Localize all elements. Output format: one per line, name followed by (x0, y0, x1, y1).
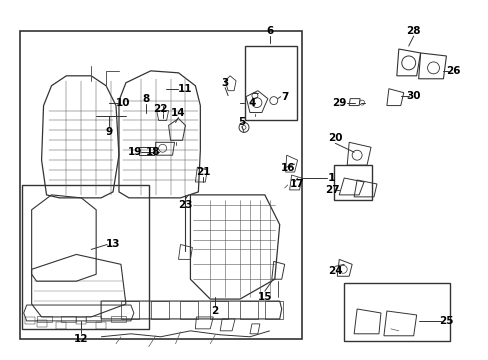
Text: 17: 17 (290, 179, 305, 189)
Text: 15: 15 (257, 292, 271, 302)
Text: 22: 22 (153, 104, 167, 113)
Text: 19: 19 (127, 147, 142, 157)
Bar (21, 185, 148, 329)
Bar (344, 283, 449, 341)
Text: 7: 7 (281, 92, 288, 102)
Text: 21: 21 (196, 167, 210, 177)
Text: 26: 26 (445, 66, 460, 76)
Bar (244, 46, 296, 121)
Text: 5: 5 (238, 117, 245, 127)
Text: 30: 30 (406, 91, 420, 101)
Text: 20: 20 (327, 133, 342, 143)
Text: 28: 28 (406, 26, 420, 36)
Text: 14: 14 (171, 108, 185, 117)
Text: 13: 13 (105, 239, 120, 249)
Text: 8: 8 (142, 94, 149, 104)
Text: 27: 27 (325, 185, 339, 195)
Text: 10: 10 (116, 98, 130, 108)
Text: 23: 23 (178, 200, 192, 210)
Text: 3: 3 (221, 78, 228, 88)
Text: 18: 18 (145, 147, 160, 157)
Bar (20, 31, 301, 339)
Text: 16: 16 (280, 163, 294, 173)
Bar (334, 165, 371, 200)
Text: 6: 6 (265, 26, 273, 36)
Text: 4: 4 (248, 98, 255, 108)
Text: 12: 12 (74, 334, 88, 344)
Text: 24: 24 (327, 266, 342, 276)
Text: 9: 9 (105, 127, 112, 138)
Text: 29: 29 (331, 98, 346, 108)
Text: 2: 2 (211, 306, 219, 316)
Text: 11: 11 (178, 84, 192, 94)
Text: 25: 25 (438, 316, 453, 326)
Text: 1: 1 (327, 173, 334, 183)
